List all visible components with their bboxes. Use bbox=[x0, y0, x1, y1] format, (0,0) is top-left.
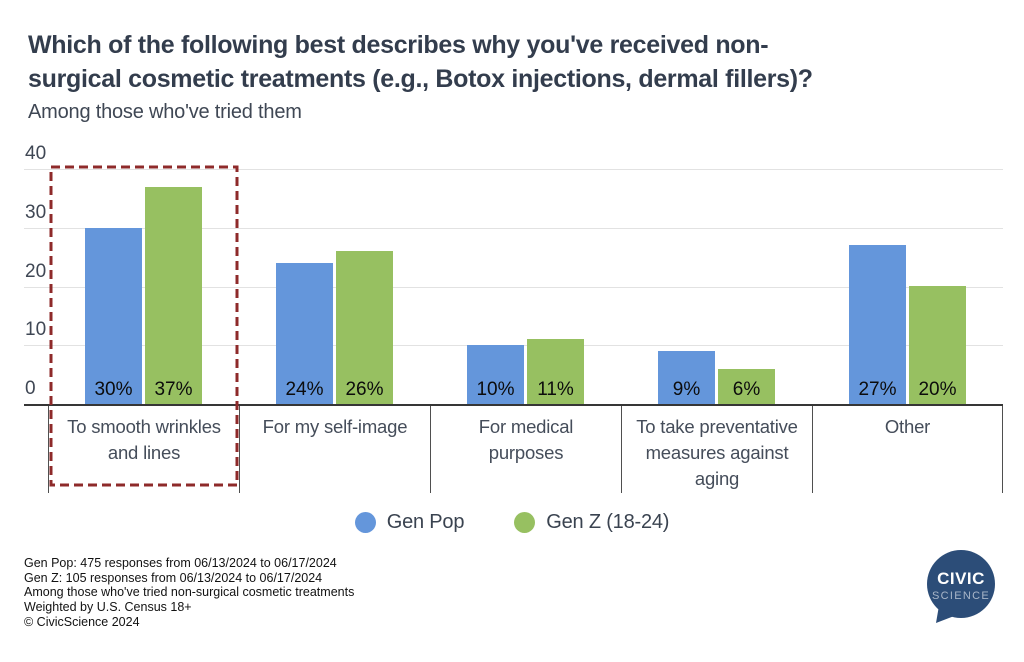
legend-label: Gen Z (18-24) bbox=[546, 511, 670, 533]
logo-word-science: SCIENCE bbox=[932, 590, 990, 602]
category-label: Other bbox=[884, 416, 931, 437]
chart-title: Which of the following best describes wh… bbox=[28, 28, 998, 96]
gridline bbox=[24, 169, 1003, 170]
category-cell-3: To take preventative measures against agin… bbox=[621, 406, 812, 493]
bar-gen-z-3 bbox=[718, 369, 775, 404]
bar-value-label: 27% bbox=[858, 379, 897, 400]
bar-gen-pop-4 bbox=[849, 245, 906, 404]
gridline bbox=[24, 287, 1003, 288]
legend-item: Gen Z (18-24) bbox=[514, 511, 669, 534]
category-cell-1: For my self-image bbox=[239, 406, 430, 493]
bar-value-label: 37% bbox=[154, 379, 193, 400]
category-label: To smooth wrinkles and lines bbox=[67, 416, 221, 463]
category-cell-0: To smooth wrinkles and lines bbox=[48, 406, 239, 493]
legend-label: Gen Pop bbox=[386, 511, 465, 533]
category-cell-2: For medical purposes bbox=[430, 406, 621, 493]
x-axis-line bbox=[24, 404, 1003, 406]
bar-gen-z-4 bbox=[909, 286, 966, 404]
bar-value-label: 20% bbox=[918, 379, 957, 400]
bar-value-label: 10% bbox=[476, 379, 515, 400]
bar-gen-pop-3 bbox=[658, 351, 715, 404]
bar-value-label: 11% bbox=[537, 379, 574, 400]
y-axis-tick-label: 30 bbox=[25, 202, 47, 223]
speech-bubble-circle bbox=[927, 550, 995, 618]
chart-title-line: Which of the following best describes wh… bbox=[28, 31, 769, 59]
y-axis-tick-label: 10 bbox=[25, 319, 47, 340]
bar-gen-z-0 bbox=[145, 187, 202, 404]
footnote-line: Gen Pop: 475 responses from 06/13/2024 t… bbox=[24, 556, 337, 570]
footnote-line: © CivicScience 2024 bbox=[24, 614, 140, 629]
y-axis-tick-label: 0 bbox=[25, 378, 36, 399]
category-cell-4: Other bbox=[812, 406, 1003, 493]
legend-dot-icon bbox=[354, 512, 376, 533]
logo-word-civic: CIVIC bbox=[937, 569, 985, 588]
footnote-line: Gen Z: 105 responses from 06/13/2024 to … bbox=[24, 570, 323, 585]
bar-gen-z-2 bbox=[527, 339, 584, 404]
category-label: For my self-image bbox=[262, 416, 408, 437]
legend-item: Gen Pop bbox=[354, 511, 465, 534]
bar-value-label: 24% bbox=[285, 379, 324, 400]
gridline bbox=[24, 228, 1003, 229]
chart-header: Which of the following best describes wh… bbox=[28, 28, 998, 125]
chart-subtitle: Among those who've tried them bbox=[28, 101, 302, 123]
bar-gen-pop-1 bbox=[276, 263, 333, 404]
category-label: For medical purposes bbox=[478, 416, 574, 463]
footnote-line: Weighted by U.S. Census 18+ bbox=[24, 600, 192, 615]
category-label: To take preventative measures against agin… bbox=[636, 416, 798, 489]
y-axis-tick-label: 20 bbox=[25, 261, 47, 282]
footnote-line: Among those who've tried non-surgical co… bbox=[24, 585, 355, 600]
chart-title-line: surgical cosmetic treatments (e.g., Boto… bbox=[28, 65, 813, 93]
chart-legend: Gen Pop Gen Z (18-24) bbox=[0, 511, 1024, 534]
bar-gen-pop-2 bbox=[467, 345, 524, 404]
y-axis-tick-label: 40 bbox=[25, 143, 47, 164]
chart-footnotes: Gen Pop: 475 responses from 06/13/2024 t… bbox=[24, 556, 354, 630]
civicscience-logo: CIVIC SCIENCE bbox=[927, 550, 995, 623]
legend-dot-icon bbox=[514, 512, 536, 533]
bar-gen-z-1 bbox=[336, 251, 393, 404]
bar-value-label: 6% bbox=[732, 379, 761, 400]
bar-value-label: 9% bbox=[672, 379, 701, 400]
bar-value-label: 26% bbox=[345, 379, 384, 400]
